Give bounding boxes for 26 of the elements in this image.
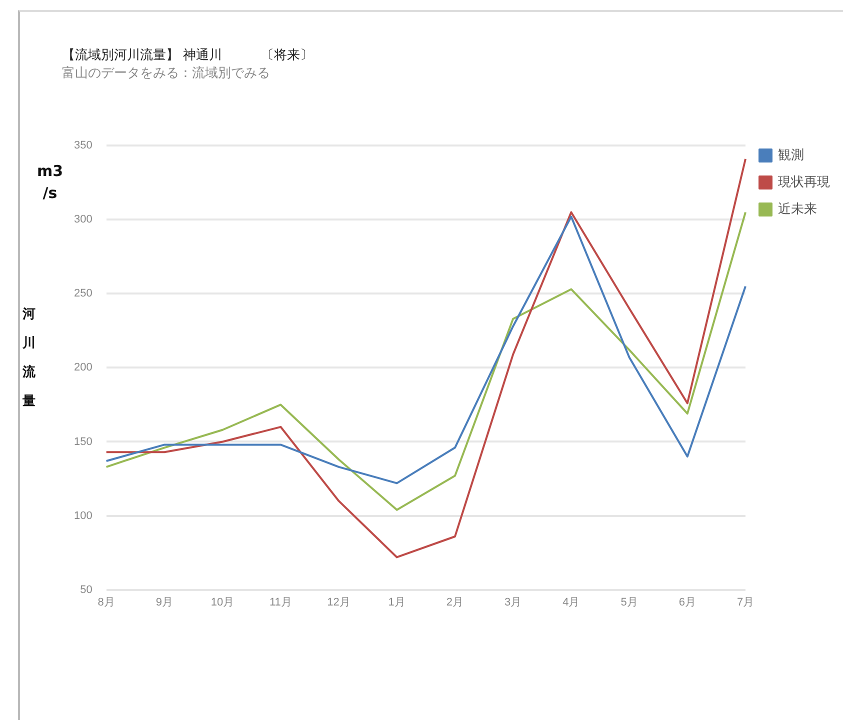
x-tick-label: 3月 — [504, 596, 522, 608]
y-tick-label: 350 — [74, 140, 92, 152]
x-tick-label: 2月 — [446, 596, 464, 608]
chart-subtitle: 富山のデータをみる：流域別でみる — [62, 65, 270, 82]
y-axis-title: 河川流量 — [22, 306, 36, 411]
x-tick-label: 12月 — [327, 596, 350, 608]
y-tick-label: 200 — [74, 362, 92, 374]
y-tick-label: 250 — [74, 288, 92, 300]
x-tick-label: 8月 — [98, 596, 115, 608]
x-tick-label: 4月 — [562, 596, 580, 608]
legend-label: 近未来 — [778, 202, 817, 217]
legend-label: 現状再現 — [778, 174, 830, 190]
y-tick-label: 50 — [80, 584, 92, 596]
x-tick-label: 6月 — [678, 596, 696, 608]
x-tick-label: 7月 — [736, 596, 754, 608]
x-tick-label: 1月 — [388, 596, 406, 608]
y-tick-label: 150 — [74, 436, 92, 448]
legend-label: 観測 — [778, 148, 804, 163]
text: m3/s — [36, 161, 64, 204]
x-tick-label: 5月 — [620, 596, 638, 608]
x-tick-label: 10月 — [210, 596, 234, 608]
x-tick-label: 9月 — [156, 596, 174, 608]
y-tick-label: 300 — [74, 214, 92, 226]
x-tick-label: 11月 — [269, 596, 292, 608]
y-tick-label: 100 — [74, 510, 92, 522]
chart-title: 【流域別河川流量】 神通川 〔将来〕 — [62, 47, 314, 64]
